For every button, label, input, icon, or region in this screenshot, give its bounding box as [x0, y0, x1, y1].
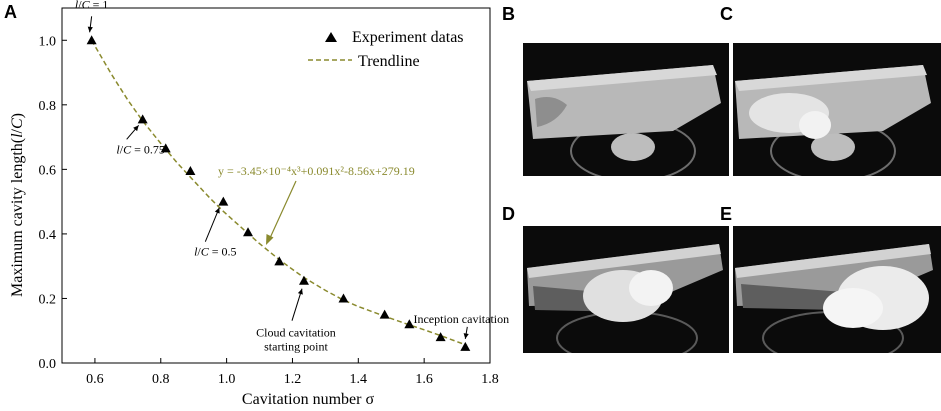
trendline-layer: [90, 39, 468, 347]
photo-c: [733, 43, 941, 176]
annotation-label: Inception cavitation: [413, 312, 509, 326]
data-point: [185, 165, 196, 175]
data-point: [86, 35, 97, 45]
y-axis-title: Maximum cavity length(l/C): [9, 113, 26, 297]
trendline: [90, 39, 468, 347]
photo-d: [523, 226, 729, 353]
legend: Experiment datas Trendline: [308, 29, 464, 70]
annotation-arrow: [291, 288, 303, 321]
x-tick-label: 1.4: [350, 372, 368, 387]
chart-ticks: 0.6 0.8 1.0 1.2 1.4 1.6 1.8 0.0 0.2 0.4 0.6 0.8 1.0: [39, 34, 499, 387]
data-point: [243, 227, 254, 237]
data-point: [218, 196, 229, 206]
annotation-label: l/C = 1: [75, 0, 108, 11]
x-tick-label: 1.0: [218, 372, 236, 387]
cavity-length-chart: 0.6 0.8 1.0 1.2 1.4 1.6 1.80.00.20.40.60.81.0 …: [9, 0, 509, 408]
annotation-arrowhead: [297, 288, 303, 295]
data-point: [298, 275, 309, 285]
photo-e: [733, 226, 941, 353]
x-tick-label: 1.8: [481, 372, 499, 387]
data-point: [404, 319, 415, 329]
y-tick-label: 0.8: [39, 99, 57, 114]
annotation-arrowhead: [463, 333, 469, 339]
annotation-arrowhead: [87, 26, 93, 33]
panel-label-e: E: [720, 204, 733, 224]
photo-c-image: [735, 65, 931, 176]
x-tick-label: 1.2: [284, 372, 302, 387]
legend-triangle-marker: [325, 32, 337, 42]
plot-frame: [61, 7, 491, 364]
equation-arrowhead: [266, 234, 274, 245]
photo-d-image: [527, 244, 723, 353]
annotation-arrowhead: [214, 207, 220, 214]
data-point: [435, 332, 446, 342]
y-tick-label: 1.0: [39, 34, 57, 49]
data-point: [460, 341, 471, 351]
panel-label-c: C: [720, 4, 733, 24]
x-tick-label: 0.6: [86, 372, 104, 387]
annotation: l/C = 0.75: [116, 125, 165, 156]
annotation-label: starting point: [264, 340, 328, 354]
photo-b-image: [527, 65, 721, 176]
panel-label-d: D: [502, 204, 515, 224]
data-point: [137, 114, 148, 124]
data-points-layer: [86, 35, 471, 351]
annotation: l/C = 0.5: [194, 207, 237, 259]
annotation-arrow: [204, 207, 220, 242]
panel-label-a: A: [4, 2, 17, 22]
x-axis-title: Cavitation number σ: [242, 391, 375, 408]
x-tick-label: 0.8: [152, 372, 170, 387]
annotation-arrowhead: [133, 125, 139, 132]
y-tick-label: 0.4: [39, 228, 57, 243]
legend-label-trendline: Trendline: [358, 53, 420, 70]
annotation: Inception cavitation: [413, 312, 509, 339]
annotation-label: l/C = 0.75: [116, 142, 164, 156]
data-point: [274, 256, 285, 266]
y-tick-label: 0.2: [39, 292, 57, 307]
data-point: [160, 143, 171, 153]
annotation-label: l/C = 0.5: [194, 245, 236, 259]
y-tick-label: 0.6: [39, 163, 57, 178]
y-tick-label: 0.0: [39, 357, 57, 372]
annotations-layer: l/C = 1 l/C = 0.75 l/C = 0.5 Cloud cavitati…: [75, 0, 509, 354]
photo-b: [523, 43, 729, 176]
annotation: l/C = 1: [75, 0, 108, 33]
data-point: [379, 309, 390, 319]
chart-axes: [61, 7, 491, 364]
legend-label-experiment: Experiment datas: [352, 29, 464, 46]
x-tick-label: 1.6: [415, 372, 433, 387]
data-point: [338, 293, 349, 303]
equation-arrow: [269, 180, 297, 239]
annotation-label: Cloud cavitation: [256, 326, 336, 340]
panel-label-b: B: [502, 4, 515, 24]
equation-label: y = -3.45×10⁻⁴x³+0.091x²-8.56x+279.19: [218, 164, 415, 178]
photo-e-image: [735, 244, 933, 353]
